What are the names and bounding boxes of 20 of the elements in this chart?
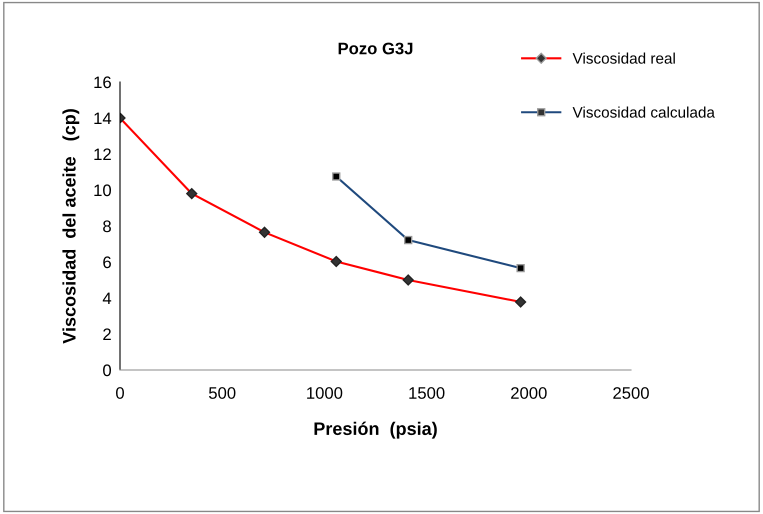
y-tick-label: 10	[94, 184, 112, 196]
y-tick-label: 6	[103, 256, 111, 268]
x-tick-label: 1500	[409, 387, 444, 399]
y-tick-label: 16	[94, 76, 111, 88]
y-tick-label: 8	[103, 220, 111, 232]
x-tick-label: 2000	[511, 387, 547, 399]
y-tick-label: 12	[94, 148, 111, 160]
y-axis-title: Viscosidad del aceite (cp)	[62, 109, 80, 344]
x-tick-label: 1000	[307, 387, 342, 399]
x-tick-label: 2500	[613, 387, 649, 399]
y-tick-label: 2	[103, 328, 111, 340]
y-tick-label: 14	[94, 112, 112, 124]
legend-label: Viscosidad calculada	[572, 106, 715, 118]
x-tick-label: 500	[208, 387, 236, 399]
y-tick-label: 4	[102, 292, 112, 304]
x-tick-label: 0	[116, 387, 124, 399]
legend-label: Viscosidad real	[572, 52, 675, 64]
x-axis-title: Presión (psia)	[314, 422, 437, 439]
chart-title: Pozo G3J	[338, 42, 412, 54]
y-tick-label: 0	[103, 364, 112, 376]
